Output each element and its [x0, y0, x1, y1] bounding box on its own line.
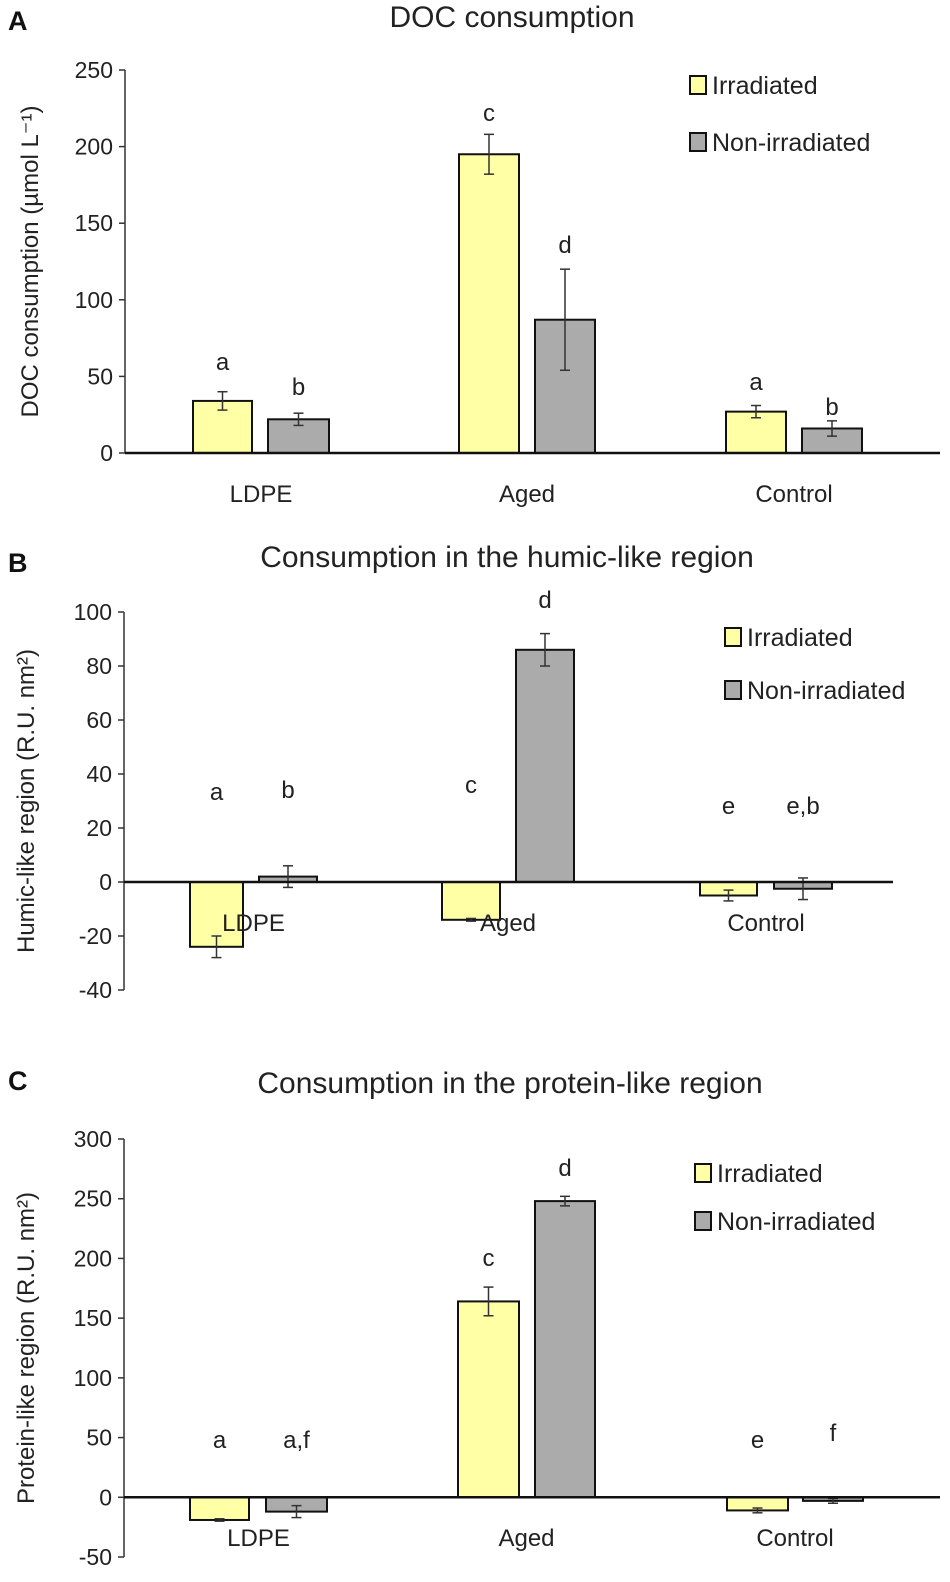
significance-letter: c	[483, 100, 495, 127]
bar-non-irradiated-aged	[534, 1200, 596, 1499]
y-tick-label: -20	[79, 923, 112, 949]
y-tick-label: 250	[75, 57, 113, 83]
significance-letter: b	[292, 374, 305, 401]
y-axis-label: Protein-like region (R.U. nm²)	[13, 1192, 40, 1504]
legend-label: Irradiated	[712, 72, 818, 100]
legend-label: Irradiated	[747, 624, 853, 652]
y-tick-label: 100	[74, 1365, 112, 1391]
legend-swatch	[724, 627, 742, 647]
y-tick-label: 0	[99, 869, 112, 895]
x-category-label: Aged	[498, 1525, 554, 1552]
legend-label: Irradiated	[717, 1160, 823, 1188]
significance-letter: d	[558, 1155, 571, 1182]
y-axis-label: Humic-like region (R.U. nm²)	[13, 649, 40, 953]
y-tick-label: 250	[74, 1186, 112, 1212]
y-tick-label: 150	[74, 1305, 112, 1331]
chart-title: DOC consumption	[389, 1, 634, 34]
panel-label: A	[8, 6, 28, 36]
x-category-label: Aged	[499, 481, 555, 508]
panel-label: C	[8, 1066, 28, 1096]
y-tick-label: 100	[74, 599, 112, 625]
significance-letter: e	[751, 1427, 764, 1454]
legend-swatch	[724, 680, 742, 700]
significance-letter: c	[483, 1245, 495, 1272]
chart-title: Consumption in the humic-like region	[260, 541, 754, 574]
x-category-label: Control	[755, 481, 832, 508]
bar-irradiated-ldpe	[189, 1496, 250, 1521]
y-tick-label: 50	[86, 1425, 112, 1451]
chart-title: Consumption in the protein-like region	[257, 1067, 762, 1100]
x-category-label: Aged	[480, 910, 536, 937]
y-tick-label: 150	[75, 210, 113, 236]
significance-letter: d	[538, 587, 551, 614]
y-tick-label: 20	[86, 815, 112, 841]
legend-swatch	[694, 1211, 712, 1231]
x-category-label: LDPE	[230, 481, 293, 508]
y-tick-label: 300	[74, 1126, 112, 1152]
significance-letter: a	[213, 1427, 227, 1454]
bar-non-irradiated-aged	[515, 648, 575, 883]
bar-irradiated-aged	[458, 153, 520, 454]
y-tick-label: -40	[79, 977, 112, 1003]
significance-letter: b	[825, 394, 838, 421]
significance-letter: d	[558, 232, 571, 259]
significance-letter: a	[749, 369, 763, 396]
y-tick-label: 200	[75, 134, 113, 160]
y-tick-label: 60	[86, 707, 112, 733]
significance-letter: e,b	[786, 793, 819, 820]
x-category-label: LDPE	[222, 910, 285, 937]
significance-letter: f	[830, 1420, 837, 1447]
legend-swatch	[694, 1163, 712, 1183]
bar-irradiated-aged	[457, 1300, 520, 1499]
y-tick-label: 0	[99, 1484, 112, 1510]
y-tick-label: 200	[74, 1245, 112, 1271]
y-tick-label: 0	[100, 440, 113, 466]
significance-letter: a,f	[283, 1427, 310, 1454]
legend-label: Non-irradiated	[717, 1208, 875, 1236]
legend-label: Non-irradiated	[747, 677, 905, 705]
x-category-label: Control	[756, 1525, 833, 1552]
y-tick-label: -50	[79, 1544, 112, 1570]
legend-swatch	[689, 75, 707, 95]
x-category-label: LDPE	[227, 1525, 290, 1552]
y-tick-label: 100	[75, 287, 113, 313]
y-tick-label: 50	[87, 363, 113, 389]
significance-letter: c	[465, 772, 477, 799]
legend-swatch	[689, 132, 707, 152]
y-tick-label: 40	[86, 761, 112, 787]
significance-letter: b	[281, 777, 294, 804]
significance-letter: a	[210, 779, 224, 806]
significance-letter: a	[216, 349, 230, 376]
panel-label: B	[8, 548, 28, 578]
legend-label: Non-irradiated	[712, 129, 870, 157]
x-category-label: Control	[727, 910, 804, 937]
significance-letter: e	[722, 793, 735, 820]
y-axis-label: DOC consumption (µmol L⁻¹)	[17, 106, 44, 418]
y-tick-label: 80	[86, 653, 112, 679]
